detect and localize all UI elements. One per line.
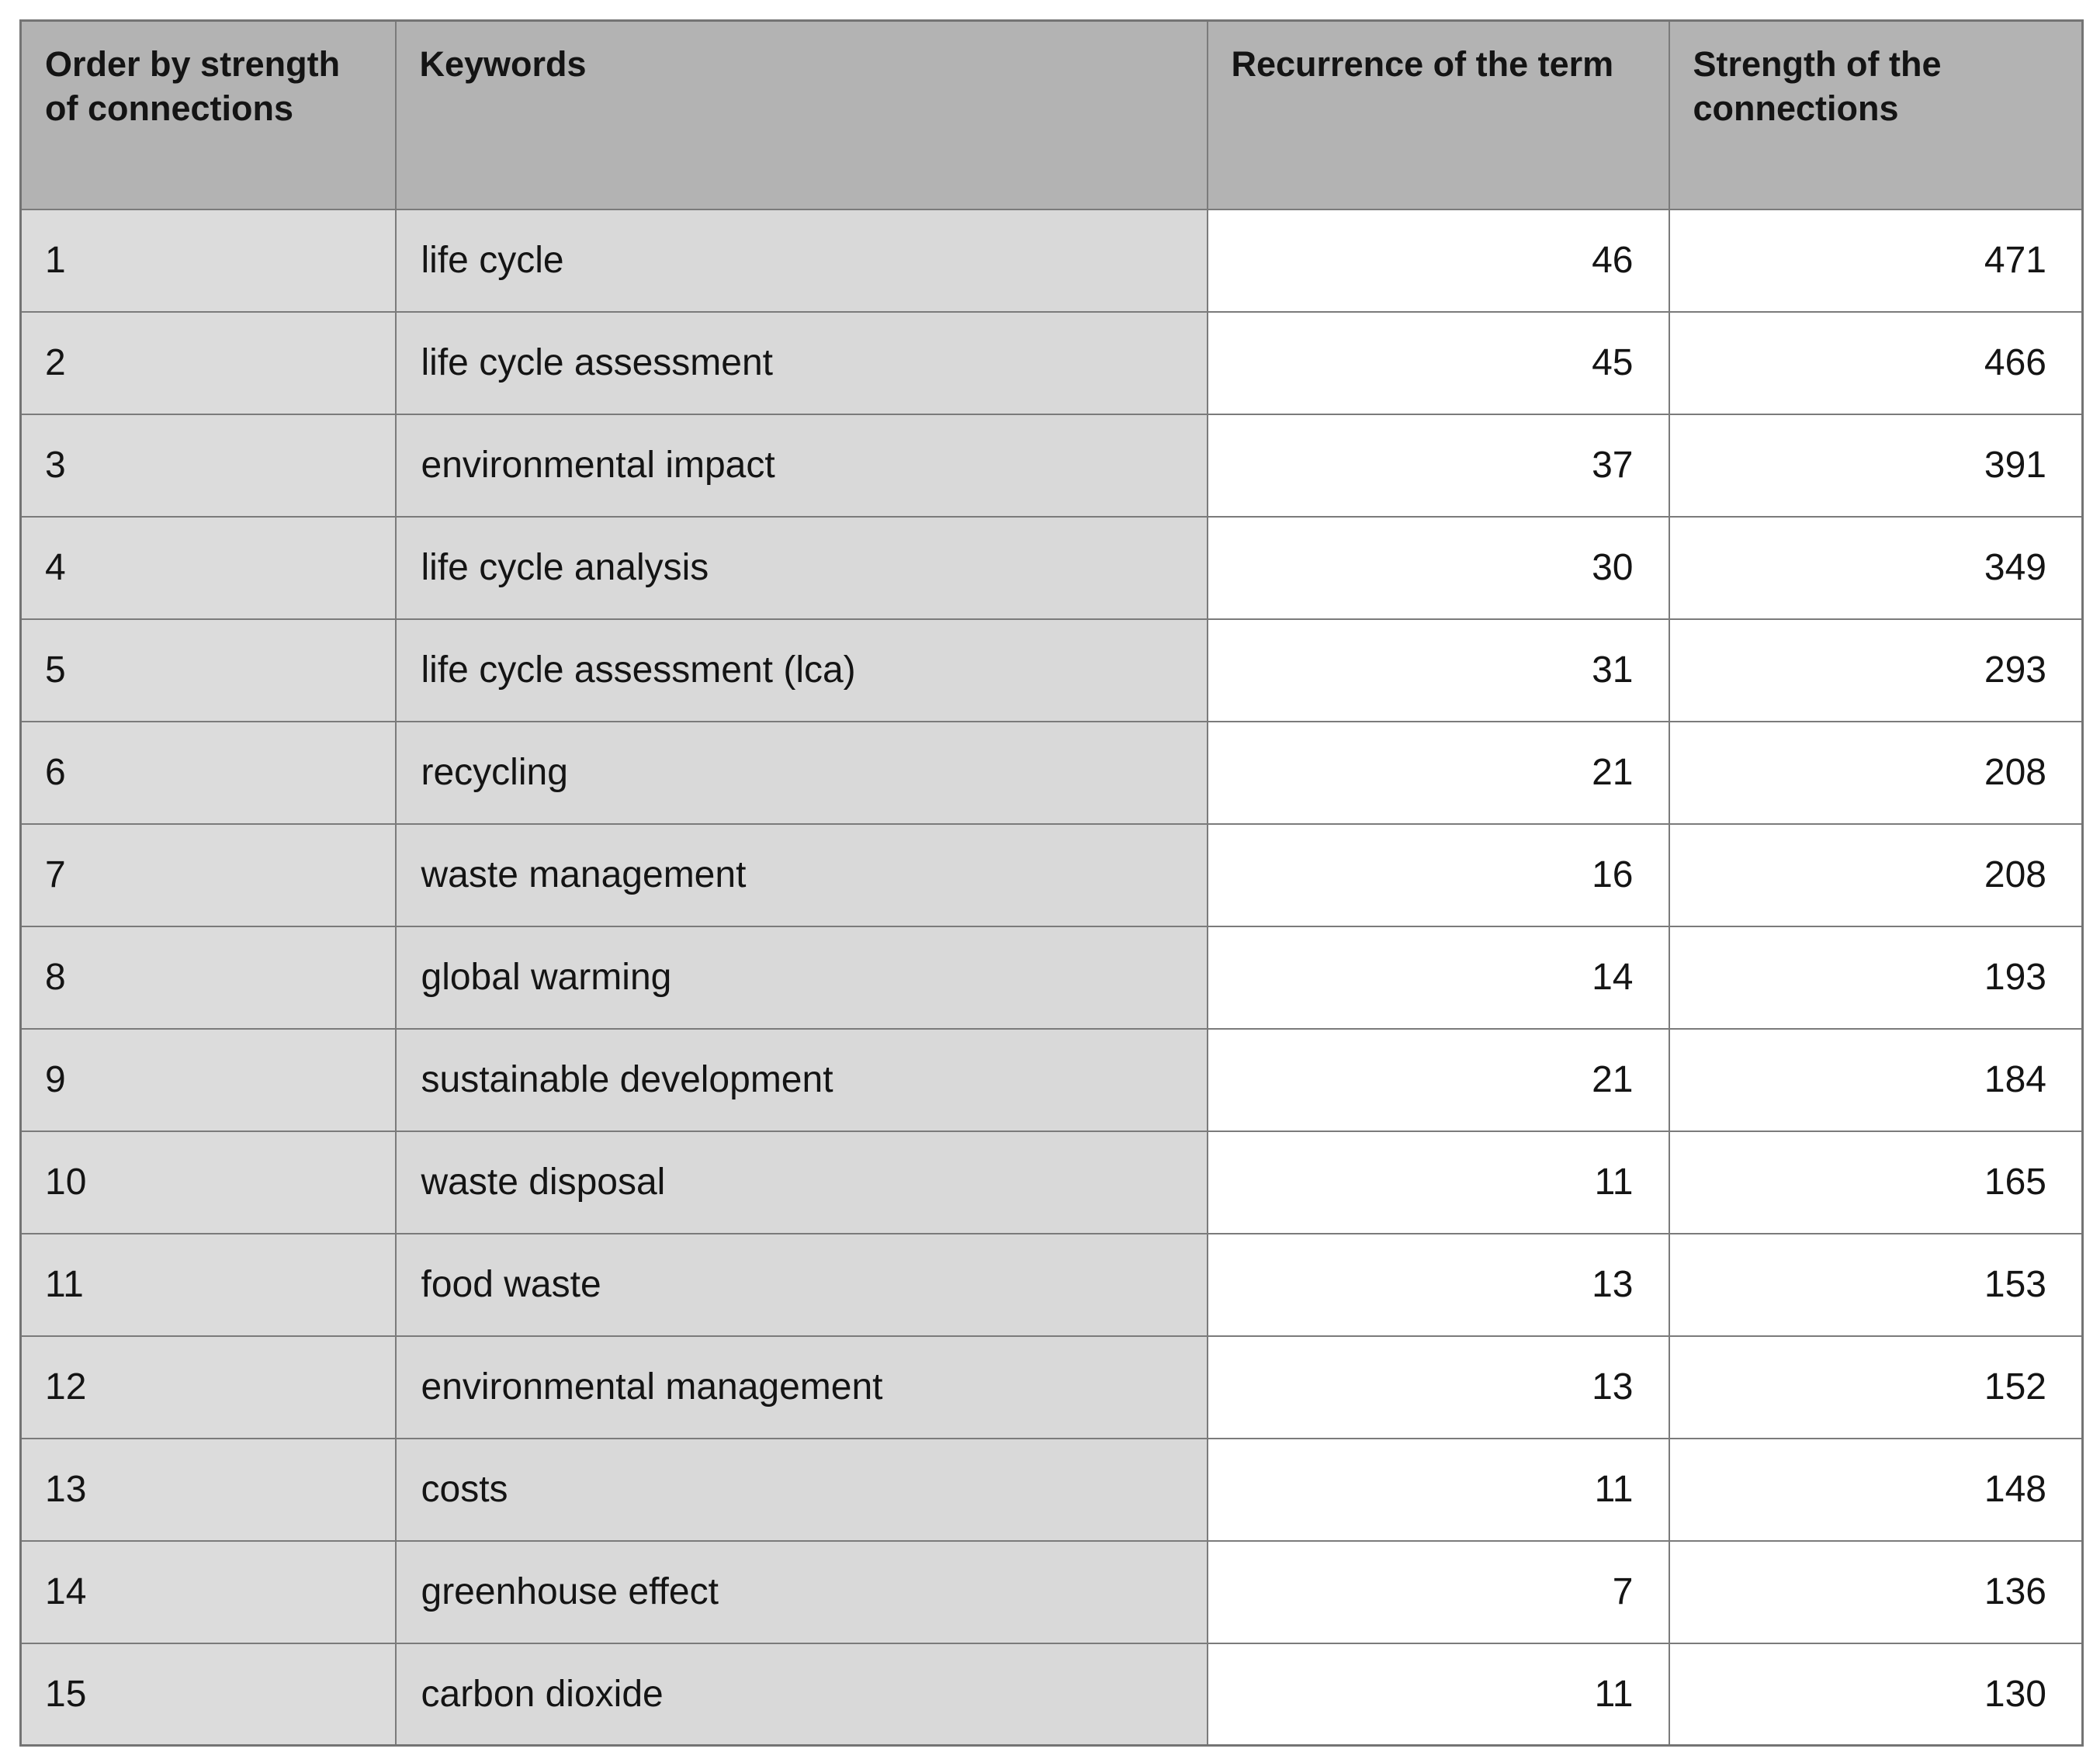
keyword-cell: environmental impact: [394, 413, 1208, 518]
order-cell: 14: [19, 1539, 397, 1644]
table-row: 7 waste management 16 208: [19, 822, 2084, 927]
column-header-order: Order by strength of connections: [19, 19, 397, 210]
table-row: 10 waste disposal 11 165: [19, 1130, 2084, 1234]
strength-cell: 165: [1668, 1130, 2084, 1234]
column-header-strength: Strength of the connections: [1668, 19, 2084, 210]
keyword-cell: recycling: [394, 720, 1208, 825]
recurrence-cell: 11: [1206, 1437, 1670, 1542]
header-row: Order by strength of connections Keyword…: [19, 19, 2084, 210]
strength-cell: 208: [1668, 822, 2084, 927]
table-row: 4 life cycle analysis 30 349: [19, 515, 2084, 620]
table-body: 1 life cycle 46 471 2 life cycle assessm…: [19, 208, 2084, 1747]
recurrence-cell: 13: [1206, 1335, 1670, 1439]
strength-cell: 208: [1668, 720, 2084, 825]
recurrence-cell: 7: [1206, 1539, 1670, 1644]
table-row: 9 sustainable development 21 184: [19, 1027, 2084, 1132]
recurrence-cell: 13: [1206, 1232, 1670, 1337]
order-cell: 4: [19, 515, 397, 620]
keyword-cell: carbon dioxide: [394, 1642, 1208, 1747]
table-header: Order by strength of connections Keyword…: [19, 19, 2084, 210]
order-cell: 6: [19, 720, 397, 825]
table-row: 2 life cycle assessment 45 466: [19, 310, 2084, 415]
recurrence-cell: 30: [1206, 515, 1670, 620]
keyword-cell: costs: [394, 1437, 1208, 1542]
table-row: 3 environmental impact 37 391: [19, 413, 2084, 518]
keyword-cell: global warming: [394, 925, 1208, 1030]
strength-cell: 466: [1668, 310, 2084, 415]
order-cell: 3: [19, 413, 397, 518]
table-row: 12 environmental management 13 152: [19, 1335, 2084, 1439]
keyword-cell: life cycle: [394, 208, 1208, 313]
recurrence-cell: 46: [1206, 208, 1670, 313]
strength-cell: 152: [1668, 1335, 2084, 1439]
keyword-cell: environmental management: [394, 1335, 1208, 1439]
order-cell: 8: [19, 925, 397, 1030]
keyword-cell: life cycle assessment (lca): [394, 618, 1208, 722]
table-row: 1 life cycle 46 471: [19, 208, 2084, 313]
keyword-cell: waste management: [394, 822, 1208, 927]
order-cell: 7: [19, 822, 397, 927]
recurrence-cell: 11: [1206, 1130, 1670, 1234]
table-row: 5 life cycle assessment (lca) 31 293: [19, 618, 2084, 722]
recurrence-cell: 45: [1206, 310, 1670, 415]
strength-cell: 349: [1668, 515, 2084, 620]
recurrence-cell: 31: [1206, 618, 1670, 722]
order-cell: 10: [19, 1130, 397, 1234]
table-row: 11 food waste 13 153: [19, 1232, 2084, 1337]
recurrence-cell: 21: [1206, 720, 1670, 825]
column-header-keywords: Keywords: [394, 19, 1208, 210]
strength-cell: 130: [1668, 1642, 2084, 1747]
table-row: 8 global warming 14 193: [19, 925, 2084, 1030]
keywords-strength-table: Order by strength of connections Keyword…: [19, 19, 2084, 1747]
strength-cell: 471: [1668, 208, 2084, 313]
table-row: 14 greenhouse effect 7 136: [19, 1539, 2084, 1644]
keyword-cell: sustainable development: [394, 1027, 1208, 1132]
keyword-cell: waste disposal: [394, 1130, 1208, 1234]
recurrence-cell: 14: [1206, 925, 1670, 1030]
strength-cell: 193: [1668, 925, 2084, 1030]
order-cell: 2: [19, 310, 397, 415]
table-row: 13 costs 11 148: [19, 1437, 2084, 1542]
strength-cell: 153: [1668, 1232, 2084, 1337]
order-cell: 11: [19, 1232, 397, 1337]
order-cell: 5: [19, 618, 397, 722]
table-row: 15 carbon dioxide 11 130: [19, 1642, 2084, 1747]
order-cell: 9: [19, 1027, 397, 1132]
keyword-cell: life cycle analysis: [394, 515, 1208, 620]
column-header-recurrence: Recurrence of the term: [1206, 19, 1670, 210]
order-cell: 15: [19, 1642, 397, 1747]
strength-cell: 184: [1668, 1027, 2084, 1132]
table-row: 6 recycling 21 208: [19, 720, 2084, 825]
order-cell: 13: [19, 1437, 397, 1542]
recurrence-cell: 21: [1206, 1027, 1670, 1132]
strength-cell: 148: [1668, 1437, 2084, 1542]
strength-cell: 391: [1668, 413, 2084, 518]
strength-cell: 293: [1668, 618, 2084, 722]
keyword-cell: life cycle assessment: [394, 310, 1208, 415]
order-cell: 1: [19, 208, 397, 313]
keyword-cell: greenhouse effect: [394, 1539, 1208, 1644]
strength-cell: 136: [1668, 1539, 2084, 1644]
recurrence-cell: 37: [1206, 413, 1670, 518]
recurrence-cell: 16: [1206, 822, 1670, 927]
keyword-cell: food waste: [394, 1232, 1208, 1337]
order-cell: 12: [19, 1335, 397, 1439]
recurrence-cell: 11: [1206, 1642, 1670, 1747]
